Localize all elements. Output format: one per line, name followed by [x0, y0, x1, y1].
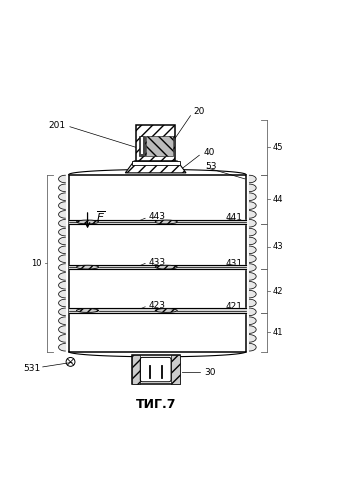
- Text: 10: 10: [31, 258, 42, 267]
- Polygon shape: [249, 264, 256, 271]
- Polygon shape: [58, 272, 65, 280]
- Ellipse shape: [77, 265, 98, 269]
- Polygon shape: [58, 299, 65, 307]
- Polygon shape: [249, 193, 256, 201]
- Polygon shape: [58, 308, 65, 315]
- Polygon shape: [58, 264, 65, 271]
- Bar: [139, 136, 145, 156]
- Polygon shape: [249, 317, 256, 324]
- Polygon shape: [249, 308, 256, 315]
- Text: 43: 43: [273, 242, 284, 251]
- Polygon shape: [249, 299, 256, 307]
- Polygon shape: [58, 175, 65, 183]
- Text: 531: 531: [23, 364, 40, 373]
- Text: ΤИГ.7: ΤИГ.7: [135, 398, 176, 411]
- Polygon shape: [249, 255, 256, 262]
- Polygon shape: [249, 175, 256, 183]
- Ellipse shape: [155, 265, 177, 269]
- Bar: [146, 136, 172, 156]
- Polygon shape: [58, 255, 65, 262]
- Polygon shape: [58, 335, 65, 342]
- Text: 20: 20: [193, 107, 205, 116]
- Text: 431: 431: [225, 258, 242, 267]
- Polygon shape: [249, 229, 256, 236]
- Bar: [69, 175, 246, 352]
- Polygon shape: [249, 326, 256, 333]
- Polygon shape: [58, 229, 65, 236]
- Polygon shape: [58, 246, 65, 253]
- Polygon shape: [58, 290, 65, 298]
- Text: 53: 53: [205, 162, 216, 171]
- Text: 42: 42: [273, 286, 283, 295]
- Text: 423: 423: [149, 301, 166, 310]
- Polygon shape: [58, 237, 65, 245]
- Polygon shape: [249, 335, 256, 342]
- Text: 45: 45: [273, 143, 283, 152]
- Polygon shape: [249, 202, 256, 209]
- Polygon shape: [58, 193, 65, 201]
- Polygon shape: [249, 272, 256, 280]
- Ellipse shape: [155, 220, 177, 224]
- Ellipse shape: [77, 308, 98, 312]
- Text: 41: 41: [273, 328, 283, 337]
- Bar: [136, 125, 175, 161]
- Polygon shape: [58, 220, 65, 227]
- Polygon shape: [249, 184, 256, 192]
- Polygon shape: [58, 184, 65, 192]
- Bar: [171, 355, 180, 384]
- Ellipse shape: [155, 308, 177, 312]
- Polygon shape: [249, 343, 256, 351]
- Text: 441: 441: [225, 214, 242, 223]
- Ellipse shape: [77, 220, 98, 224]
- Polygon shape: [58, 317, 65, 324]
- Polygon shape: [249, 246, 256, 253]
- Polygon shape: [58, 343, 65, 351]
- Text: 201: 201: [48, 121, 66, 130]
- Polygon shape: [249, 281, 256, 289]
- Bar: [132, 355, 180, 384]
- Polygon shape: [58, 326, 65, 333]
- Polygon shape: [249, 220, 256, 227]
- Bar: [141, 138, 143, 154]
- Text: 40: 40: [203, 148, 215, 157]
- Polygon shape: [125, 161, 186, 173]
- Polygon shape: [58, 202, 65, 209]
- Text: 44: 44: [273, 195, 283, 204]
- Polygon shape: [58, 281, 65, 289]
- Text: 421: 421: [225, 302, 242, 311]
- Bar: [132, 161, 180, 165]
- Text: 30: 30: [205, 368, 216, 377]
- Polygon shape: [249, 237, 256, 245]
- Bar: [132, 355, 141, 384]
- Polygon shape: [58, 211, 65, 218]
- Polygon shape: [249, 211, 256, 218]
- Text: 443: 443: [149, 213, 166, 222]
- Polygon shape: [249, 290, 256, 298]
- Text: 433: 433: [149, 257, 166, 266]
- Text: $\overline{E}$: $\overline{E}$: [96, 210, 105, 225]
